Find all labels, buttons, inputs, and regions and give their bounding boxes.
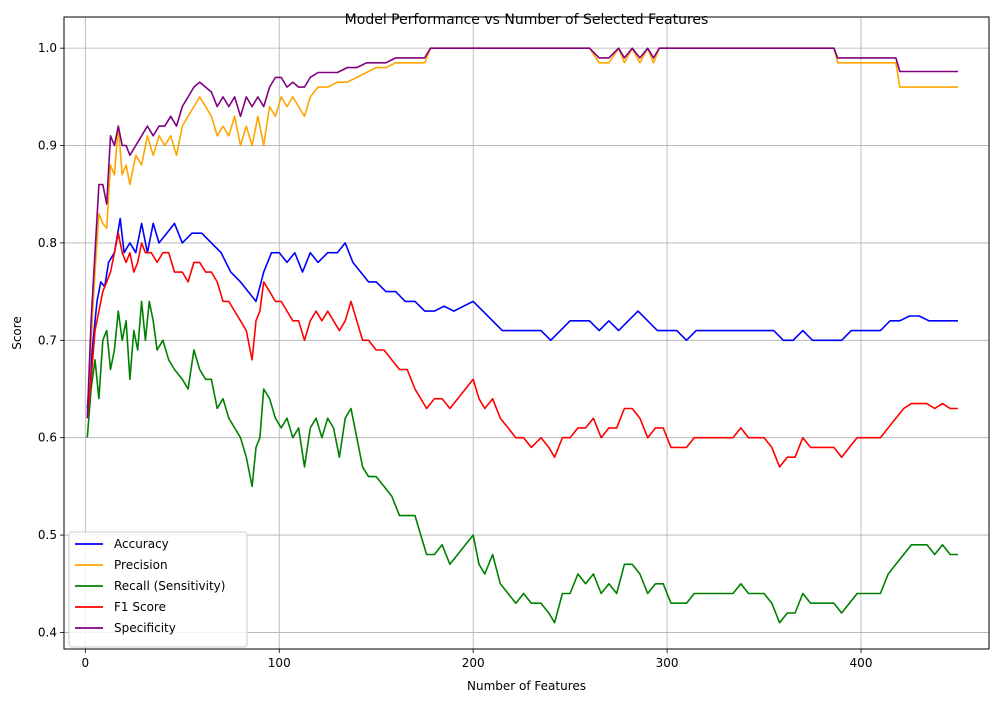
x-tick-label: 200	[462, 656, 485, 670]
y-tick-label: 0.5	[38, 528, 57, 542]
legend-label-recall-sensitivity: Recall (Sensitivity)	[114, 579, 225, 593]
legend-label-specificity: Specificity	[114, 621, 176, 635]
y-axis-ticks: 0.4 0.5 0.6 0.7 0.8 0.9 1.0	[38, 41, 64, 639]
legend-box	[68, 531, 248, 648]
series-line-specificity	[86, 47, 958, 419]
series-line-f1-score	[86, 232, 958, 468]
x-tick-label: 0	[82, 656, 90, 670]
y-tick-label: 1.0	[38, 41, 57, 55]
x-axis-label: Number of Features	[467, 679, 586, 693]
plot-frame	[63, 16, 990, 650]
y-tick-label: 0.4	[38, 625, 57, 639]
y-tick-label: 0.8	[38, 236, 57, 250]
x-axis-ticks: 0 100 200 300 400	[82, 649, 873, 670]
series-lines	[86, 47, 958, 624]
y-axis-label: Score	[10, 316, 24, 350]
y-tick-label: 0.7	[38, 333, 57, 347]
series-line-recall-sensitivity	[86, 300, 958, 624]
grid-lines	[64, 17, 989, 649]
x-tick-label: 300	[656, 656, 679, 670]
x-tick-label: 400	[850, 656, 873, 670]
x-tick-label: 100	[268, 656, 291, 670]
legend: Accuracy Precision Recall (Sensitivity) F1 …	[68, 531, 248, 648]
legend-label-accuracy: Accuracy	[114, 537, 169, 551]
y-tick-label: 0.6	[38, 431, 57, 445]
chart-title: Model Performance vs Number of Selected …	[345, 12, 709, 28]
y-tick-label: 0.9	[38, 139, 57, 153]
legend-label-f1-score: F1 Score	[114, 600, 166, 614]
series-line-accuracy	[86, 217, 958, 409]
legend-label-precision: Precision	[114, 558, 168, 572]
